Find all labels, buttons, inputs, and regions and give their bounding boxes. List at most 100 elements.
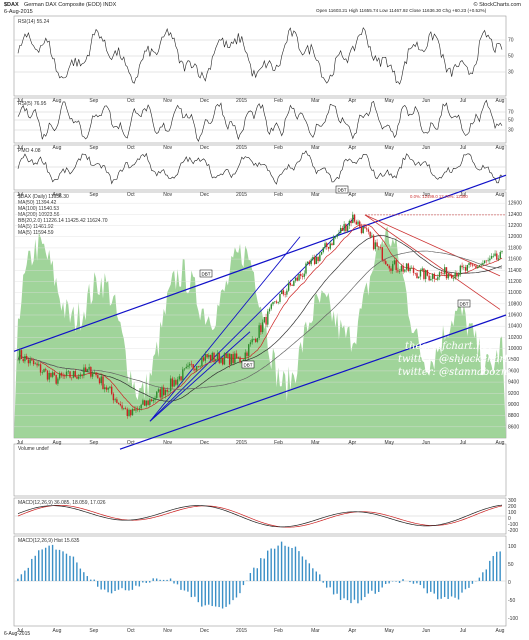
date-axis-caption: 6-Aug-2015 (4, 631, 31, 637)
candle-body (251, 339, 253, 343)
x-axis-tick-label: Oct (127, 628, 135, 634)
hist-bar (423, 581, 425, 589)
candle-body (46, 370, 49, 380)
x-axis-tick-label: Jul (460, 628, 466, 634)
candle-body (220, 358, 222, 363)
candle-body (388, 265, 390, 269)
candle-body (105, 387, 108, 390)
hist-bar (305, 559, 307, 581)
candle-body (183, 368, 186, 370)
hist-bar (38, 550, 40, 581)
candle-body (168, 391, 170, 392)
trend-channel (13, 174, 507, 450)
hist-bar (343, 581, 345, 599)
hist-bar (121, 581, 123, 589)
candle-body (83, 367, 85, 376)
hist-bar (180, 581, 182, 590)
candle-body (468, 263, 470, 266)
candle-body (253, 339, 255, 340)
channel-upper-line (13, 174, 507, 352)
hist-bar (159, 579, 161, 581)
ma-50-line (17, 234, 503, 402)
candle-body (438, 272, 441, 278)
candle-body (149, 399, 151, 405)
candle-body (215, 359, 217, 361)
candle-body (317, 256, 319, 262)
hist-bar (190, 581, 193, 598)
candle-body (398, 271, 401, 272)
watermark-site: theartofchart.net (405, 341, 493, 352)
candle-body (154, 397, 156, 400)
hist-bar (72, 556, 75, 581)
hist-bar (489, 560, 491, 581)
candle-body (447, 273, 449, 279)
candle-body (326, 243, 328, 247)
x-axis-tick-label: Feb (274, 98, 283, 104)
candle-body (274, 301, 276, 302)
hist-bar (208, 581, 210, 605)
x-axis-tick-label: Jul (460, 145, 466, 151)
candle-body (322, 247, 325, 252)
hist-bar (381, 581, 383, 588)
candle-body (324, 243, 326, 248)
candle-body (237, 357, 240, 359)
hist-bar (107, 581, 109, 593)
hist-bar (138, 581, 141, 587)
candle-body (385, 261, 387, 265)
x-axis-tick-label: Jun (422, 628, 430, 634)
x-axis-tick-label: 2015 (236, 440, 247, 446)
hist-tick-label: 50 (508, 562, 514, 568)
candle-body (150, 399, 153, 402)
hist-bar (468, 581, 470, 588)
candle-body (275, 301, 278, 303)
macd-label: MACD(12,26,9) 36.085, 18.059, 17.026 (18, 500, 106, 506)
candle-body (173, 380, 175, 387)
x-axis-tick-label: Apr (348, 192, 356, 198)
candle-body (58, 373, 61, 379)
x-axis-tick-label: Jul (460, 192, 466, 198)
macd-lines (17, 504, 503, 528)
hist-bar (492, 556, 494, 581)
x-axis-tick-label: Jul (17, 145, 23, 151)
candle-body (315, 256, 318, 265)
candle-body (312, 257, 314, 260)
hist-bar (76, 562, 78, 581)
hist-bar (152, 578, 154, 581)
rsi-tick-label: 70 (508, 110, 514, 116)
candle-body (112, 393, 115, 401)
macd-tick-label: -100 (508, 522, 518, 528)
hist-bar (360, 581, 363, 601)
candle-body (329, 243, 331, 249)
x-axis-tick-label: Nov (163, 192, 172, 198)
hist-bar (374, 581, 376, 594)
fan-line-2 (149, 236, 301, 422)
candle-body (300, 273, 302, 276)
x-axis-tick-label: Apr (348, 440, 356, 446)
x-axis-tick-label: May (385, 192, 395, 198)
hist-bar (173, 581, 175, 584)
price-tick-label: 12600 (508, 201, 522, 207)
hist-bar (482, 572, 484, 581)
candle-body (339, 227, 342, 234)
candle-body (20, 350, 23, 360)
hist-bar (478, 577, 481, 581)
macd-line (17, 504, 503, 528)
candle-body (454, 272, 456, 279)
macd-tick-label: 0 (508, 516, 511, 522)
candle-body (424, 270, 427, 280)
candle-body (175, 380, 177, 385)
candle-body (374, 242, 377, 250)
fib-label: 0.0%: 12499.0 12.70%: 12390 (410, 194, 468, 199)
hist-bar (319, 574, 321, 581)
candle-body (369, 231, 371, 237)
candle-body (303, 273, 305, 277)
hist-bar (495, 551, 498, 581)
candle-body (135, 409, 137, 411)
hist-bar (398, 581, 401, 584)
hist-bar (41, 549, 43, 581)
candle-body (263, 316, 266, 323)
candle-body (409, 268, 411, 272)
candle-body (293, 280, 295, 286)
hist-bar (329, 581, 331, 588)
candle-body (246, 352, 248, 356)
